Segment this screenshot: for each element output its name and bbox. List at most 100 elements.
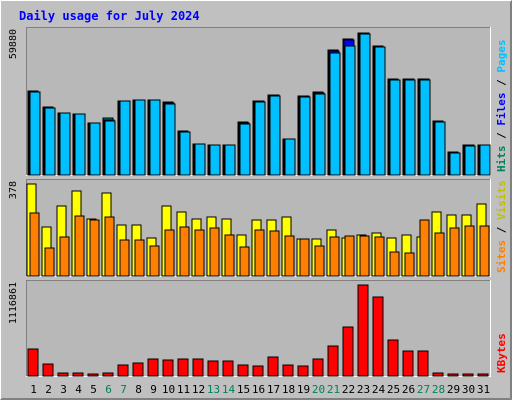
hits-files-pages-pages-bar (119, 100, 131, 176)
visits-sites-series-label-part-1: / (495, 220, 508, 240)
kbytes-panel: 1116861 KBytes (8, 280, 508, 377)
hits-files-pages-pages-bar (179, 131, 191, 176)
kbytes-kbytes-bar (102, 372, 114, 377)
kbytes-kbytes-bar (372, 296, 384, 377)
kbytes-kbytes-bar (207, 360, 219, 377)
hits-files-pages-series-label: Hits / Files / Pages (495, 40, 508, 173)
x-tick-label: 11 (177, 383, 190, 396)
visits-sites-sites-bar (119, 239, 130, 277)
visits-sites-sites-bar (239, 246, 250, 277)
kbytes-kbytes-bar (147, 358, 159, 377)
x-tick-label: 25 (387, 383, 400, 396)
hits-files-pages-series-label-part-1: / (495, 126, 508, 146)
kbytes-kbytes-bar (477, 373, 489, 377)
visits-sites-sites-bar (269, 230, 280, 277)
kbytes-kbytes-bar (387, 339, 399, 377)
visits-sites-sites-bar (29, 212, 40, 277)
x-tick-label: 9 (150, 383, 157, 396)
hits-files-pages-pages-bar (464, 145, 476, 176)
kbytes-kbytes-bar (132, 362, 144, 377)
hits-files-pages-series-label-part-0: Hits (495, 146, 508, 173)
kbytes-kbytes-bar (282, 364, 294, 377)
kbytes-kbytes-bar (177, 358, 189, 377)
hits-files-pages-panel: 59880 Hits / Files / Pages (8, 27, 508, 176)
hits-files-pages-pages-bar (479, 144, 491, 176)
hits-files-pages-series-label-part-4: Pages (495, 40, 508, 73)
kbytes-kbytes-bar (462, 373, 474, 377)
x-tick-label: 30 (462, 383, 475, 396)
x-tick-label: 7 (120, 383, 127, 396)
x-tick-label: 31 (477, 383, 490, 396)
kbytes-kbytes-bar (267, 356, 279, 377)
visits-sites-sites-bar (464, 225, 475, 277)
kbytes-kbytes-bar (357, 284, 369, 377)
visits-sites-sites-bar (44, 247, 55, 277)
hits-files-pages-pages-bar (404, 79, 416, 176)
hits-files-pages-pages-bar (89, 122, 101, 176)
x-tick-label: 22 (342, 383, 355, 396)
hits-files-pages-pages-bar (104, 120, 116, 176)
hits-files-pages-pages-bar (359, 33, 371, 176)
kbytes-kbytes-bar (342, 326, 354, 377)
visits-sites-series-label: Sites / Visits (495, 180, 508, 273)
x-tick-label: 28 (432, 383, 445, 396)
visits-sites-sites-bar (389, 251, 400, 277)
visits-sites-sites-bar (419, 219, 430, 277)
visits-sites-sites-bar (299, 238, 310, 277)
hits-files-pages-series-label-part-2: Files (495, 93, 508, 126)
x-tick-label: 4 (75, 383, 82, 396)
hits-files-pages-pages-bar (299, 96, 311, 176)
visits-sites-sites-bar (359, 235, 370, 277)
hits-files-pages-pages-bar (269, 95, 281, 176)
visits-sites-panel: 378 Sites / Visits (8, 179, 508, 277)
kbytes-kbytes-bar (192, 358, 204, 377)
x-tick-label: 21 (327, 383, 340, 396)
visits-sites-sites-bar (194, 229, 205, 277)
visits-sites-sites-bar (479, 225, 490, 277)
hits-files-pages-pages-bar (194, 143, 206, 176)
kbytes-kbytes-bar (117, 364, 129, 377)
visits-sites-sites-bar (149, 245, 160, 277)
visits-sites-sites-bar (434, 232, 445, 277)
visits-sites-sites-bar (284, 235, 295, 277)
visits-sites-sites-bar (89, 219, 100, 277)
hits-files-pages-pages-bar (344, 45, 356, 176)
visits-sites-sites-bar (59, 236, 70, 277)
x-tick-label: 23 (357, 383, 370, 396)
panels-layer: 59880 Hits / Files / Pages 378 Sites / Visi… (8, 27, 508, 377)
kbytes-kbytes-bar (432, 372, 444, 377)
kbytes-kbytes-bar (312, 358, 324, 377)
visits-sites-series-label-part-2: Visits (495, 180, 508, 220)
visits-sites-series-label-part-0: Sites (495, 240, 508, 273)
x-tick-label: 17 (267, 383, 280, 396)
hits-files-pages-pages-bar (389, 79, 401, 176)
x-tick-label: 24 (372, 383, 386, 396)
hits-files-pages-pages-bar (29, 91, 41, 176)
x-tick-label: 26 (402, 383, 415, 396)
visits-sites-sites-bar (209, 227, 220, 277)
visits-sites-sites-bar (344, 235, 355, 277)
x-tick-label: 20 (312, 383, 325, 396)
visits-sites-sites-bar (179, 226, 190, 277)
hits-files-pages-pages-bar (239, 123, 251, 176)
visits-sites-sites-bar (314, 245, 325, 277)
x-tick-label: 12 (192, 383, 205, 396)
kbytes-kbytes-bar (162, 359, 174, 377)
hits-files-pages-pages-bar (59, 112, 71, 176)
x-tick-label: 18 (282, 383, 295, 396)
x-tick-label: 8 (135, 383, 142, 396)
kbytes-kbytes-bar (57, 372, 69, 377)
visits-sites-max-label: 378 (8, 181, 19, 199)
kbytes-kbytes-bar (237, 364, 249, 377)
hits-files-pages-pages-bar (374, 46, 386, 176)
hits-files-pages-pages-bar (149, 99, 161, 176)
kbytes-series-label-part-0: KBytes (495, 333, 508, 373)
x-tick-label: 29 (447, 383, 460, 396)
visits-sites-sites-bar (329, 236, 340, 277)
x-tick-label: 27 (417, 383, 430, 396)
hits-files-pages-pages-bar (164, 103, 176, 176)
kbytes-kbytes-bar (417, 350, 429, 377)
x-tick-label: 6 (105, 383, 112, 396)
hits-files-pages-pages-bar (449, 152, 461, 176)
